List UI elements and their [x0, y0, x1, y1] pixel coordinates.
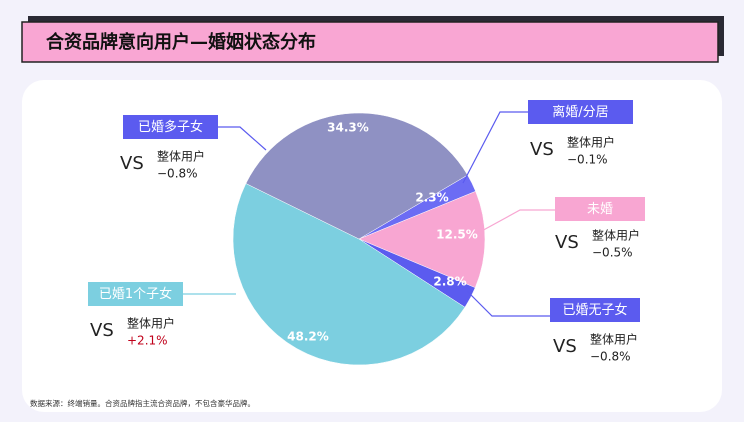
pie-slice	[358, 191, 486, 289]
compare-label: 整体用户	[567, 135, 615, 150]
connector	[462, 111, 528, 184]
compare-label: 整体用户	[590, 332, 638, 347]
category-box	[550, 298, 640, 322]
chart-title: 合资品牌意向用户—婚姻状态分布	[46, 31, 316, 53]
compare-diff: −0.8%	[590, 350, 631, 364]
header-bar	[21, 21, 719, 63]
compare-label: 整体用户	[127, 316, 175, 331]
category-box	[88, 282, 183, 306]
category-label: 离婚/分居	[552, 104, 608, 120]
value-label: 2.8%	[433, 275, 466, 289]
compare-label: 整体用户	[157, 149, 205, 164]
compare-diff: −0.1%	[567, 153, 608, 167]
category-box	[123, 115, 218, 139]
compare-label: 整体用户	[592, 228, 640, 243]
category-label: 已婚1个子女	[99, 286, 172, 302]
connector	[477, 209, 555, 234]
footnote: 数据来源：终端销量。合资品牌指主流合资品牌，不包含豪华品牌。	[30, 398, 255, 408]
value-label: 12.5%	[436, 228, 478, 242]
category-box	[555, 197, 645, 221]
compare-diff: +2.1%	[127, 334, 168, 348]
compare-diff: −0.8%	[157, 167, 198, 181]
value-label: 34.3%	[327, 121, 369, 135]
connector	[465, 289, 550, 317]
category-box	[528, 100, 633, 124]
category-label: 已婚无子女	[562, 302, 627, 318]
pie-slice	[245, 112, 468, 240]
vs-label: VS	[90, 320, 114, 341]
vs-label: VS	[530, 139, 554, 160]
vs-label: VS	[555, 232, 579, 253]
pie-slice	[232, 183, 466, 366]
connector	[218, 126, 267, 151]
vs-label: VS	[120, 153, 144, 174]
category-label: 已婚多子女	[138, 119, 203, 135]
compare-diff: −0.5%	[592, 246, 633, 260]
value-label: 48.2%	[287, 330, 329, 344]
value-label: 2.3%	[415, 191, 448, 205]
vs-label: VS	[553, 336, 577, 357]
category-label: 未婚	[587, 202, 613, 217]
